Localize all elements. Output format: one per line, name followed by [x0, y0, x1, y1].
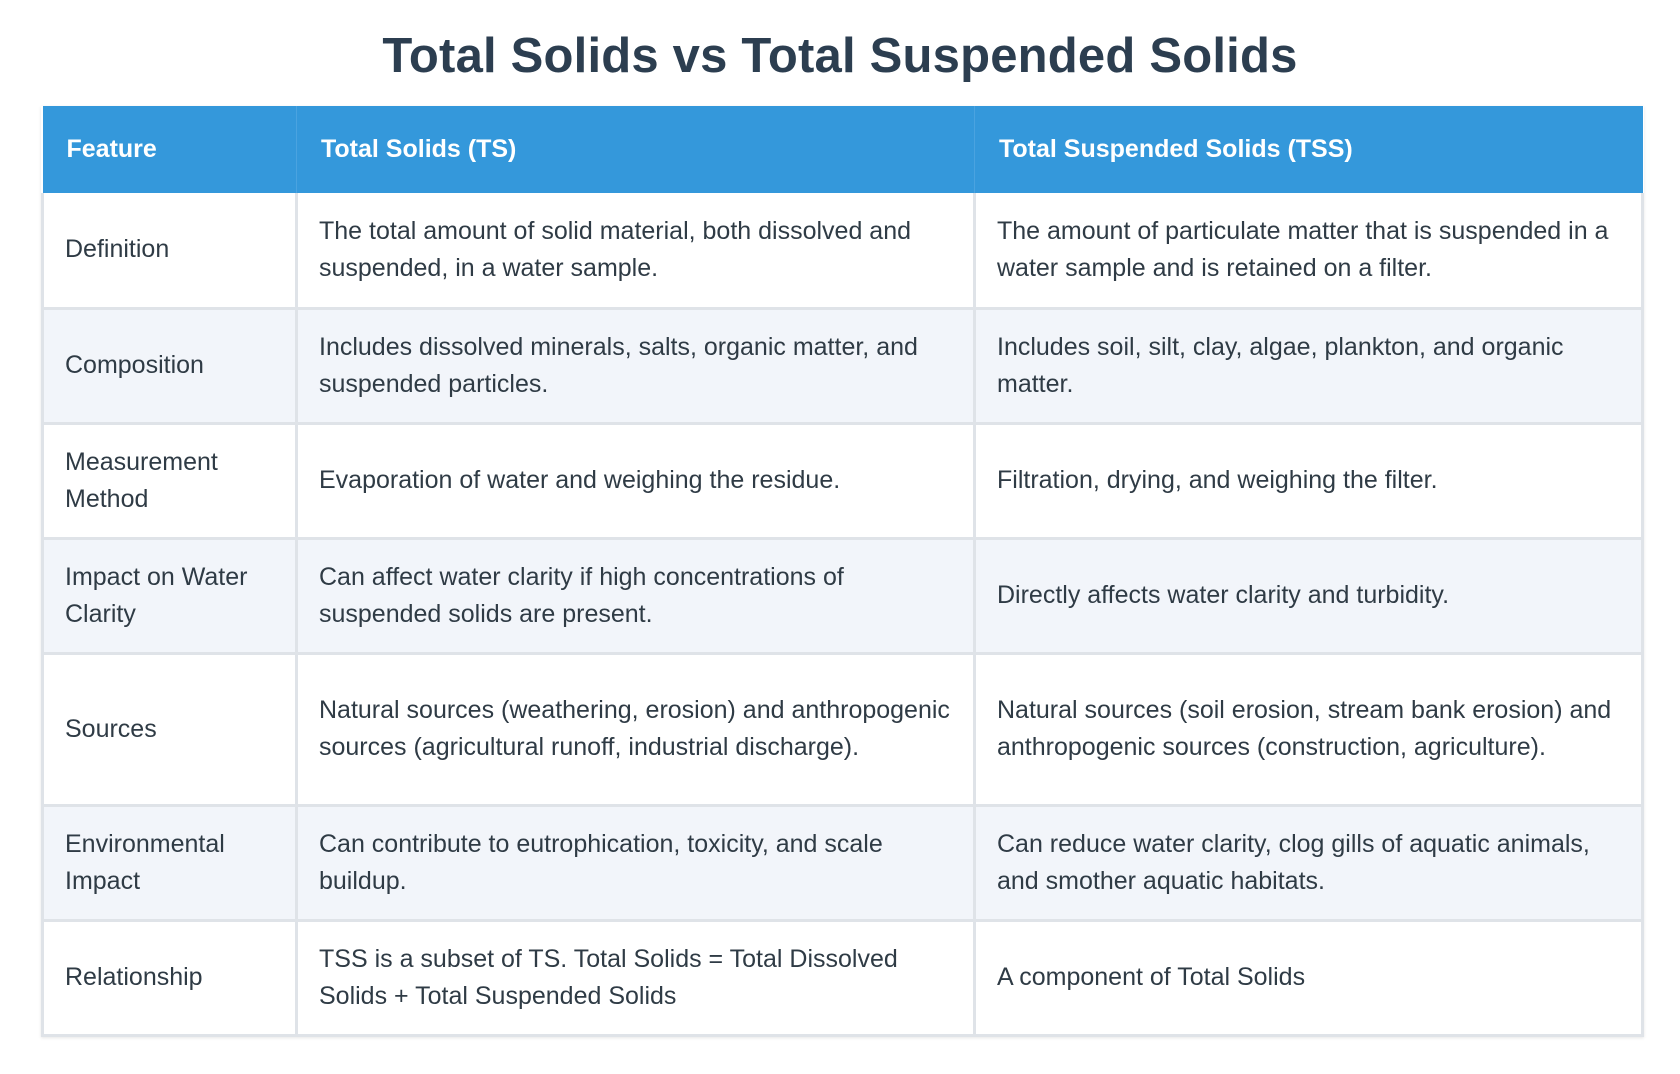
feature-cell: Measurement Method	[41, 423, 298, 540]
tss-cell: A component of Total Solids	[973, 920, 1644, 1037]
tss-cell: Can reduce water clarity, clog gills of …	[973, 805, 1644, 922]
table-row: Impact on Water Clarity Can affect water…	[41, 538, 1644, 655]
tss-cell: Includes soil, silt, clay, algae, plankt…	[973, 308, 1644, 425]
feature-cell: Impact on Water Clarity	[41, 538, 298, 655]
page-title: Total Solids vs Total Suspended Solids	[382, 29, 1298, 83]
feature-cell: Relationship	[41, 920, 298, 1037]
feature-cell: Sources	[41, 653, 298, 807]
tss-cell: The amount of particulate matter that is…	[973, 193, 1644, 310]
ts-cell: Natural sources (weathering, erosion) an…	[295, 653, 976, 807]
ts-cell: TSS is a subset of TS. Total Solids = To…	[295, 920, 976, 1037]
feature-cell: Composition	[41, 308, 298, 425]
tss-cell: Filtration, drying, and weighing the fil…	[973, 423, 1644, 540]
tss-cell: Directly affects water clarity and turbi…	[973, 538, 1644, 655]
header-feature: Feature	[42, 106, 297, 193]
table-row: Composition Includes dissolved minerals,…	[41, 308, 1644, 425]
comparison-table: Feature Total Solids (TS) Total Suspende…	[41, 106, 1644, 1037]
table-row: Definition The total amount of solid mat…	[41, 193, 1644, 310]
tss-cell: Natural sources (soil erosion, stream ba…	[973, 653, 1644, 807]
table-row: Measurement Method Evaporation of water …	[41, 423, 1644, 540]
table-row: Environmental Impact Can contribute to e…	[41, 805, 1644, 922]
header-total-solids: Total Solids (TS)	[296, 106, 975, 193]
table-header: Feature Total Solids (TS) Total Suspende…	[42, 106, 1643, 193]
ts-cell: Evaporation of water and weighing the re…	[295, 423, 976, 540]
ts-cell: The total amount of solid material, both…	[295, 193, 976, 310]
feature-cell: Environmental Impact	[41, 805, 298, 922]
table-row: Relationship TSS is a subset of TS. Tota…	[41, 920, 1644, 1037]
table-body: Definition The total amount of solid mat…	[41, 193, 1644, 1037]
ts-cell: Can affect water clarity if high concent…	[295, 538, 976, 655]
ts-cell: Can contribute to eutrophication, toxici…	[295, 805, 976, 922]
header-row: Feature Total Solids (TS) Total Suspende…	[42, 106, 1643, 193]
ts-cell: Includes dissolved minerals, salts, orga…	[295, 308, 976, 425]
header-total-suspended-solids: Total Suspended Solids (TSS)	[999, 135, 1353, 163]
table-row: Sources Natural sources (weathering, ero…	[41, 653, 1644, 807]
feature-cell: Definition	[41, 193, 298, 310]
